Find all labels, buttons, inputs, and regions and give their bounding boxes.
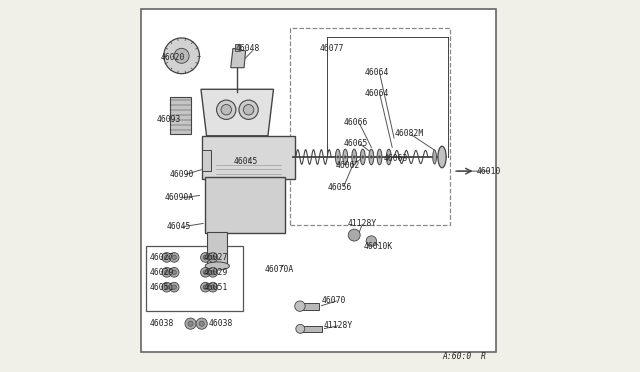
Bar — [235, 44, 239, 51]
Ellipse shape — [369, 149, 374, 165]
Ellipse shape — [438, 146, 446, 168]
Circle shape — [170, 253, 179, 262]
Circle shape — [221, 105, 232, 115]
Circle shape — [174, 48, 189, 63]
Text: 46029: 46029 — [150, 268, 174, 277]
Circle shape — [203, 255, 207, 260]
Bar — [301, 326, 322, 332]
Text: 46051: 46051 — [150, 283, 174, 292]
Circle shape — [162, 267, 172, 277]
Ellipse shape — [335, 149, 340, 165]
Circle shape — [170, 267, 179, 277]
Text: 46051: 46051 — [204, 283, 228, 292]
Circle shape — [188, 321, 193, 326]
Circle shape — [200, 282, 211, 292]
Text: 46027: 46027 — [204, 253, 228, 262]
Text: 46027: 46027 — [150, 253, 174, 262]
Text: 46010: 46010 — [476, 167, 500, 176]
Ellipse shape — [360, 149, 365, 165]
Text: 46056: 46056 — [328, 183, 352, 192]
Text: 46065: 46065 — [344, 139, 368, 148]
Ellipse shape — [343, 149, 348, 165]
Text: 46048: 46048 — [235, 44, 260, 53]
Text: 46090A: 46090A — [164, 193, 194, 202]
Bar — [146, 246, 243, 311]
Circle shape — [208, 267, 218, 277]
Ellipse shape — [433, 150, 436, 164]
Circle shape — [362, 156, 364, 158]
Circle shape — [199, 321, 204, 326]
Polygon shape — [201, 89, 273, 136]
Text: 46066: 46066 — [344, 118, 368, 127]
Ellipse shape — [377, 149, 382, 165]
Ellipse shape — [205, 262, 229, 270]
Circle shape — [211, 270, 215, 275]
Circle shape — [353, 156, 355, 158]
Bar — [202, 150, 211, 171]
Circle shape — [366, 236, 376, 246]
Bar — [170, 97, 191, 134]
Circle shape — [172, 255, 177, 260]
Bar — [291, 28, 450, 225]
Circle shape — [243, 105, 254, 115]
Circle shape — [162, 282, 172, 292]
Text: 46038: 46038 — [150, 319, 174, 328]
Circle shape — [200, 253, 211, 262]
Circle shape — [164, 255, 169, 260]
Text: 46070: 46070 — [322, 296, 346, 305]
Circle shape — [172, 285, 177, 289]
Polygon shape — [231, 48, 246, 68]
Text: A:60:0  R: A:60:0 R — [443, 352, 486, 361]
Text: 46045: 46045 — [234, 157, 258, 166]
Ellipse shape — [387, 149, 391, 165]
Text: 46063: 46063 — [384, 154, 408, 163]
Ellipse shape — [352, 149, 356, 165]
Text: 46093: 46093 — [156, 115, 180, 124]
Text: 41128Y: 41128Y — [324, 321, 353, 330]
Circle shape — [164, 285, 169, 289]
Circle shape — [164, 38, 200, 74]
Circle shape — [196, 318, 207, 329]
Text: 46077: 46077 — [320, 44, 344, 53]
Circle shape — [172, 270, 177, 275]
Text: 46070A: 46070A — [265, 265, 294, 274]
Text: 46062: 46062 — [336, 161, 360, 170]
Text: 46064: 46064 — [365, 68, 389, 77]
Circle shape — [388, 156, 390, 158]
Bar — [205, 177, 285, 232]
Text: 46064: 46064 — [365, 89, 389, 97]
Circle shape — [239, 100, 259, 119]
Circle shape — [216, 100, 236, 119]
Circle shape — [162, 253, 172, 262]
Text: 46029: 46029 — [204, 268, 228, 277]
Bar — [301, 303, 319, 310]
Circle shape — [200, 267, 211, 277]
Bar — [207, 232, 227, 266]
Circle shape — [208, 253, 218, 262]
Text: 46038: 46038 — [209, 319, 233, 328]
Circle shape — [370, 156, 372, 158]
Circle shape — [164, 270, 169, 275]
Circle shape — [203, 285, 207, 289]
Text: 46010K: 46010K — [364, 242, 393, 251]
Circle shape — [203, 270, 207, 275]
Circle shape — [296, 324, 305, 333]
Circle shape — [348, 229, 360, 241]
Circle shape — [170, 282, 179, 292]
Circle shape — [211, 285, 215, 289]
Text: 46082M: 46082M — [394, 129, 424, 138]
Circle shape — [185, 318, 196, 329]
Circle shape — [208, 282, 218, 292]
Circle shape — [294, 301, 305, 311]
Circle shape — [344, 156, 346, 158]
Circle shape — [378, 156, 381, 158]
Circle shape — [337, 156, 339, 158]
Text: 46090: 46090 — [170, 170, 194, 179]
Text: 41128Y: 41128Y — [348, 219, 377, 228]
Bar — [202, 136, 295, 179]
Text: 46020: 46020 — [161, 53, 185, 62]
Text: 46045: 46045 — [167, 222, 191, 231]
Circle shape — [211, 255, 215, 260]
